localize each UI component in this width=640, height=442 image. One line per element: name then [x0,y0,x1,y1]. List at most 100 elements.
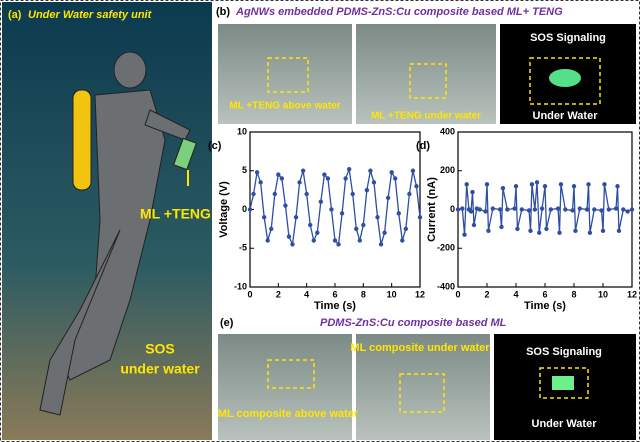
data-point [385,195,391,201]
glow [549,69,581,87]
y-axis-label: Voltage (V) [218,181,230,238]
highlight-box [267,359,315,389]
highlight-box [529,57,601,105]
x-tick-label: 8 [361,289,366,299]
data-point [499,224,504,230]
data-point [378,242,384,247]
data-point [470,189,475,195]
x-tick-label: 4 [304,289,309,299]
data-point [586,182,591,187]
data-point [254,170,260,175]
y-tick-label: 0 [450,204,455,214]
data-point [354,226,359,232]
data-point [460,206,465,211]
y-tick-label: 200 [440,165,455,175]
highlight-box [539,367,589,399]
data-point [318,199,324,204]
data-point [346,167,352,172]
data-point [276,172,281,177]
data-point [528,228,533,234]
data-point [464,182,469,187]
data-point [357,238,362,243]
photo-caption: SOS Signaling [526,346,602,358]
x-tick-label: 0 [247,289,252,299]
data-point [532,207,538,212]
y-tick-label: -200 [437,243,455,253]
data-point [625,209,630,214]
glow [552,376,574,390]
photo [356,334,490,440]
data-point [570,208,575,213]
data-point [251,191,256,197]
x-tick-label: 4 [513,289,518,299]
photo-caption: ML +TENG under water [371,111,481,122]
data-point [557,230,562,235]
x-tick-label: 12 [415,289,425,299]
data-point [279,176,285,181]
data-point [537,230,542,235]
data-point [283,203,288,208]
data-point [389,170,394,175]
data-point [497,207,503,212]
highlight-box [267,57,309,93]
data-point [261,215,267,220]
data-point [592,207,597,212]
data-point [563,207,568,212]
y-tick-label: -400 [437,281,455,291]
data-point [269,226,274,232]
highlight-box [409,63,447,99]
data-point [484,182,490,187]
data-point [339,211,345,216]
panel-title: AgNWs embedded PDMS-ZnS:Cu composite bas… [235,6,563,18]
x-axis-label: Time (s) [524,300,566,312]
data-point [403,226,409,232]
data-point [512,206,517,211]
data-point [350,191,355,197]
data-point [534,180,540,185]
data-point [513,184,519,189]
y-tick-label: -10 [234,281,247,291]
photo-caption: ML +TENG above water [229,101,340,112]
x-tick-label: 2 [276,289,281,299]
highlight-box [399,373,445,413]
data-point [542,184,548,189]
diver [39,51,198,416]
data-point [258,180,263,185]
data-point [336,242,341,247]
data-point [410,168,416,173]
data-point [477,207,482,212]
data-point [371,180,377,185]
data-point [290,242,295,247]
y-tick-label: 0 [242,204,247,214]
data-point [577,206,582,211]
data-point [300,168,306,173]
data-point [613,206,619,211]
data-point [468,209,474,214]
data-point [462,232,467,237]
panel-label: (d) [416,140,430,152]
x-tick-label: 6 [542,289,547,299]
plot-frame [249,131,421,288]
data-point [293,215,299,220]
data-point [548,207,553,212]
data-point [539,206,545,211]
data-point [621,207,626,212]
data-point [361,222,366,228]
data-point [500,185,506,191]
data-point [606,207,611,212]
data-point [515,226,520,232]
data-point [308,222,313,228]
data-point [297,180,302,185]
data-point [519,207,524,212]
data-point [396,211,401,216]
photo [356,24,496,124]
photo-caption: Under Water [533,110,599,122]
photo-caption: ML composite under water [350,342,490,354]
data-point [455,207,461,212]
data-point [558,182,564,187]
data-point [571,184,577,189]
data-point [332,238,338,243]
x-tick-label: 2 [484,289,489,299]
data-point [364,187,370,193]
data-point [486,228,491,234]
